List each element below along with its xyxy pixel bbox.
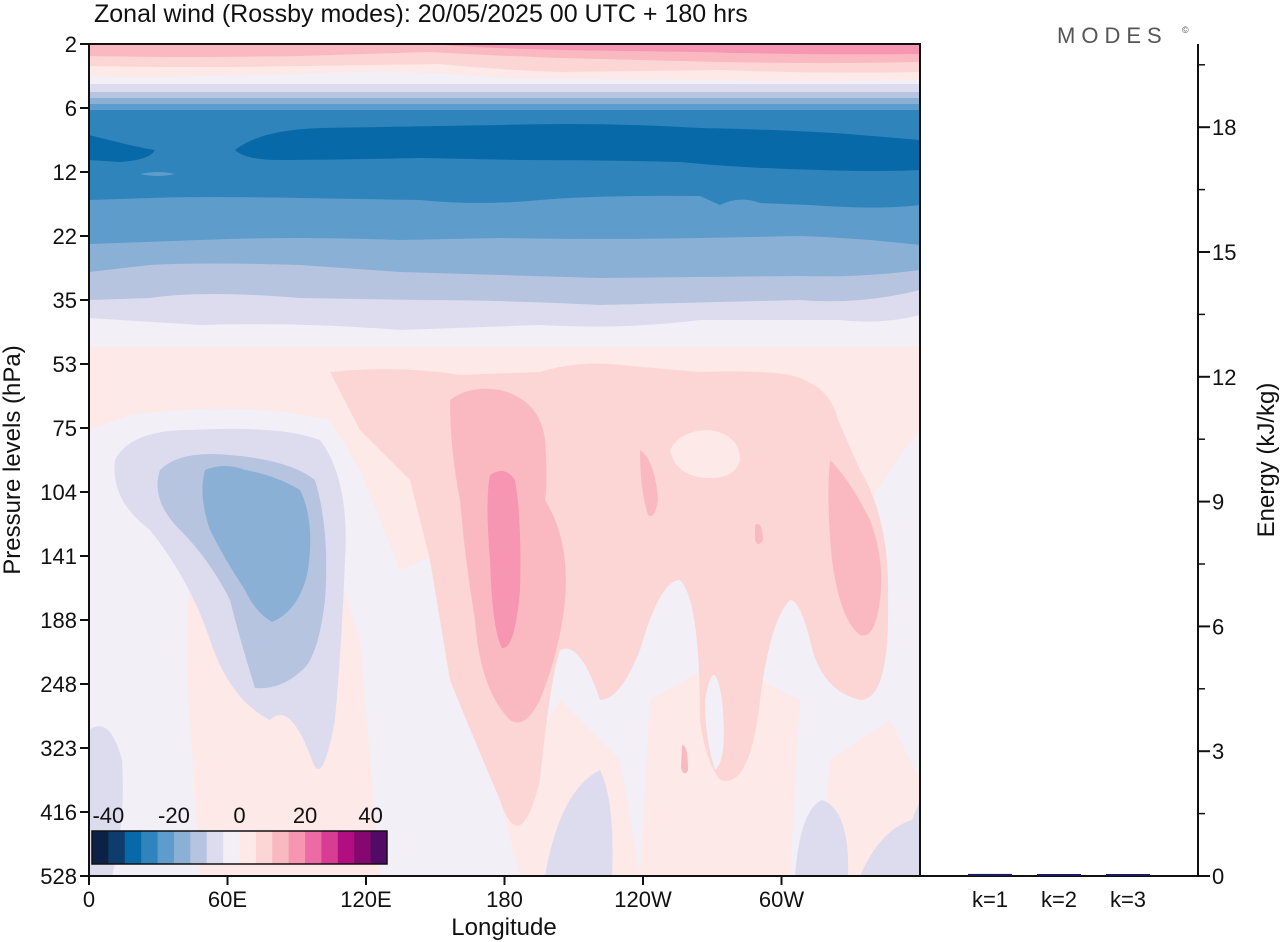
colorbar: -40 -20 0 20 40 (91, 803, 388, 865)
colorbar-swatch (124, 831, 142, 864)
colorbar-swatch (337, 831, 355, 864)
x-tick-label: 60E (208, 887, 247, 912)
contour-neg-thin-2 (89, 92, 920, 98)
y-tick-label: 35 (53, 288, 77, 313)
y-tick-label: 141 (40, 544, 77, 569)
colorbar-swatch (272, 831, 290, 864)
energy-bar (1106, 874, 1150, 876)
contour-neg-60w (705, 675, 724, 770)
contour-neg-thin-4 (89, 104, 920, 110)
colorbar-swatch (370, 831, 388, 864)
y-tick-label: 188 (40, 608, 77, 633)
contour-neg-thin-3 (89, 98, 920, 104)
x-tick-label: 0 (83, 887, 95, 912)
energy-category-label: k=2 (1041, 887, 1077, 912)
contour-neg-bottom-b (545, 770, 613, 876)
colorbar-swatch (288, 831, 306, 864)
colorbar-swatch (255, 831, 273, 864)
modes-logo-mark: © (1182, 25, 1189, 35)
colorbar-swatch (223, 831, 240, 864)
longitude-axis: 0 60E 120E 180 120W 60W (83, 876, 804, 912)
contour-neg-lobe-core (202, 466, 311, 622)
contour-neutral-top (89, 74, 920, 84)
colorbar-swatch (206, 831, 224, 864)
y-tick-label: 12 (53, 160, 77, 185)
y-tick-label: 528 (40, 864, 77, 889)
energy-bar-chart: 0 3 6 9 12 15 18 k=1 k=2 k=3 (919, 44, 1236, 912)
y-tick-label: 6 (65, 96, 77, 121)
energy-category-label: k=3 (1110, 887, 1146, 912)
x-tick-label: 120E (340, 887, 391, 912)
colorbar-swatch (239, 831, 257, 864)
energy-tick-label: 18 (1212, 115, 1236, 140)
colorbar-tick-label: 0 (233, 803, 245, 828)
y-tick-label: 104 (40, 480, 77, 505)
contour-neutral-hole (670, 430, 740, 479)
x-tick-label: 60W (759, 887, 804, 912)
pressure-axis: 2 6 12 22 35 53 75 104 141 188 248 323 416 528 (40, 32, 89, 889)
contour-neg-bottom-d (860, 800, 920, 876)
y-tick-label: 323 (40, 736, 77, 761)
y-axis-label: Pressure levels (hPa) (0, 345, 26, 574)
colorbar-swatch (354, 831, 372, 864)
y-tick-label: 416 (40, 800, 77, 825)
contour-neg-thin-1 (89, 84, 920, 92)
colorbar-tick-label: 20 (293, 803, 317, 828)
contour-neg-thin-5 (89, 110, 920, 116)
x-tick-label: 180 (486, 887, 523, 912)
energy-tick-label: 9 (1212, 490, 1224, 515)
energy-tick-label: 6 (1212, 614, 1224, 639)
y-tick-label: 53 (53, 352, 77, 377)
y-tick-label: 2 (65, 32, 77, 57)
x-axis-label: Longitude (451, 914, 556, 941)
contour-pos-60w (828, 460, 882, 636)
colorbar-swatch (92, 831, 109, 864)
contour-pos-small-a (640, 450, 658, 516)
contour-pos-small-b (755, 524, 763, 544)
colorbar-swatch (305, 831, 322, 864)
contour-neg-10 (89, 124, 920, 171)
contour-pos-top-4 (430, 44, 920, 55)
contour-neg-10-small (140, 172, 175, 176)
contour-pos-180-core (487, 471, 521, 649)
energy-bar (968, 873, 1012, 876)
y-tick-label: 22 (53, 224, 77, 249)
x-tick-label: 120W (614, 887, 672, 912)
energy-tick-label: 15 (1212, 240, 1236, 265)
contour-pos-small-c (681, 745, 688, 774)
colorbar-swatch (190, 831, 208, 864)
energy-category-label: k=1 (972, 887, 1008, 912)
colorbar-tick-label: 40 (358, 803, 382, 828)
colorbar-swatch (108, 831, 126, 864)
energy-tick-label: 12 (1212, 365, 1236, 390)
energy-bar (1037, 874, 1081, 876)
y-tick-label: 248 (40, 672, 77, 697)
colorbar-tick-label: -20 (158, 803, 190, 828)
colorbar-swatch (321, 831, 339, 864)
contour-plot (88, 43, 921, 877)
colorbar-swatch (173, 831, 191, 864)
colorbar-swatch (157, 831, 175, 864)
colorbar-swatch (141, 831, 159, 864)
energy-tick-label: 3 (1212, 739, 1224, 764)
chart-title: Zonal wind (Rossby modes): 20/05/2025 00… (94, 0, 748, 28)
modes-logo: MODES © (1057, 23, 1189, 48)
contour-fills (89, 44, 920, 876)
colorbar-frame (91, 830, 388, 865)
y-tick-label: 75 (53, 416, 77, 441)
colorbar-tick-label: -40 (92, 803, 124, 828)
modes-logo-text: MODES (1057, 23, 1168, 48)
energy-axis-label: Energy (kJ/kg) (1253, 383, 1280, 538)
energy-tick-label: 0 (1212, 864, 1224, 889)
contour-neg-bottom-c (795, 800, 849, 876)
